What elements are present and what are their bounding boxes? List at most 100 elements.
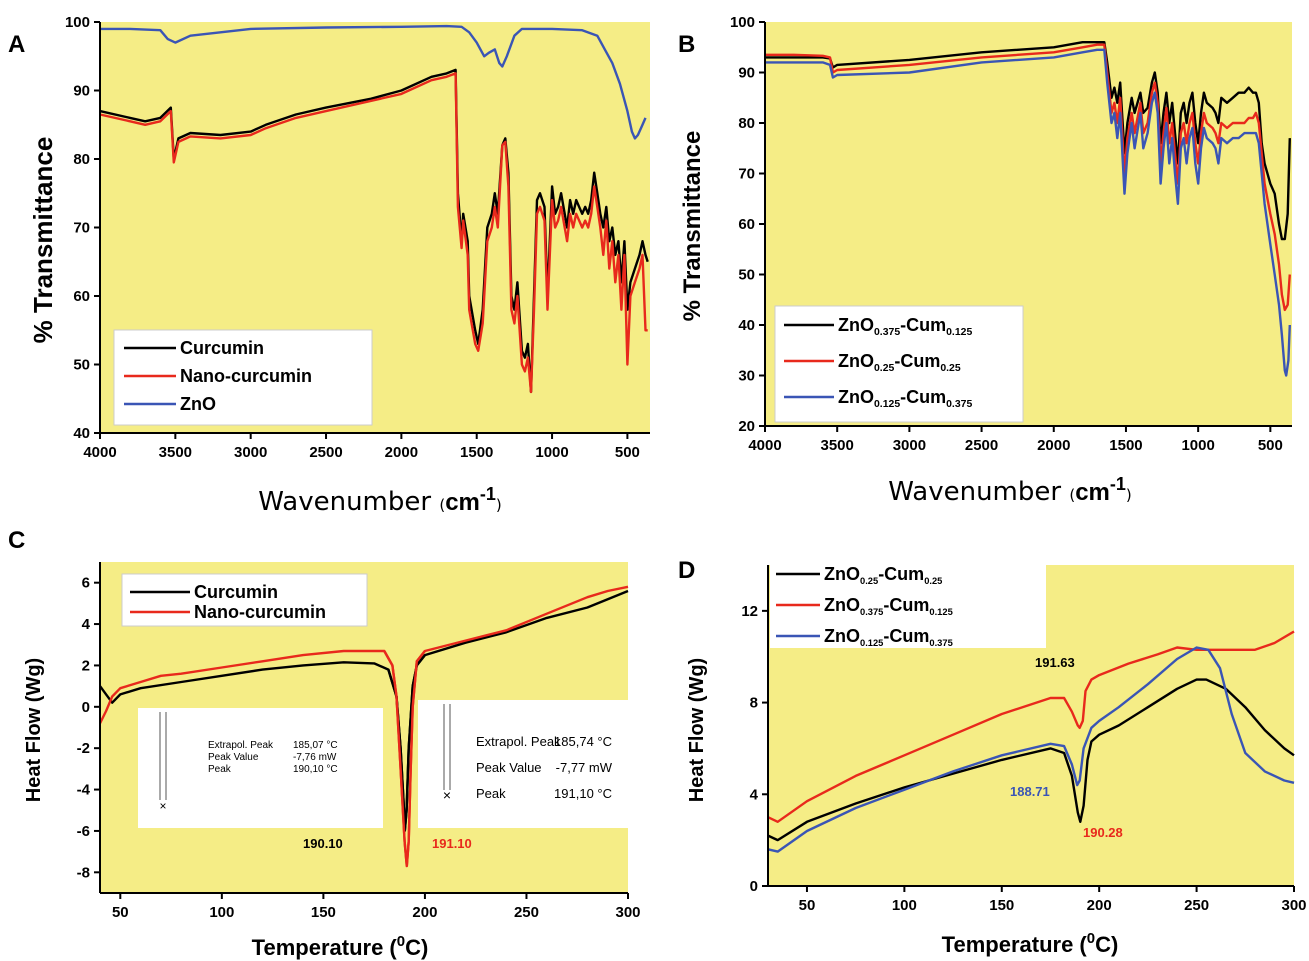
y-tick-label: -6 — [77, 823, 90, 840]
x-axis-label: Wavenumber (cm-1) — [888, 474, 1132, 507]
y-tick-label: 100 — [730, 14, 755, 31]
series-line-a-3 — [100, 24, 647, 140]
series-line-d-1 — [767, 678, 1295, 842]
y-tick-label: 60 — [73, 288, 90, 305]
panel-letter: D — [678, 557, 695, 584]
y-axis-label: Heat Flow (Wg) — [686, 658, 708, 802]
x-tick-label: 100 — [209, 904, 234, 921]
x-tick-label: 50 — [112, 904, 129, 921]
x-tick-label: 50 — [799, 897, 816, 914]
x-tick-label: 3500 — [821, 437, 854, 454]
x-tick-label: 250 — [1184, 897, 1209, 914]
legend-label: ZnO0.125-Cum0.375 — [838, 387, 972, 410]
x-tick-label: 250 — [514, 904, 539, 921]
y-tick-label: 0 — [750, 878, 758, 895]
annotation-peak: 190.28 — [1083, 825, 1123, 840]
x-tick-label: 4000 — [83, 444, 116, 461]
series-line-b-1 — [765, 41, 1291, 241]
y-tick-label: 90 — [73, 83, 90, 100]
x-tick-label: 1000 — [535, 444, 568, 461]
y-tick-label: 60 — [738, 216, 755, 233]
inset-value: 190,10 °C — [293, 764, 338, 775]
inset-peak-curcumin: × Extrapol. Peak 185,07 °C Peak Value -7,76 … — [138, 708, 383, 828]
inset-label: Peak — [208, 764, 232, 775]
legend-label: Curcumin — [194, 582, 278, 602]
inset-curve — [159, 712, 167, 800]
inset-value: 185,07 °C — [293, 740, 338, 751]
x-tick-label: 2000 — [385, 444, 418, 461]
x-tick-label: 3500 — [159, 444, 192, 461]
x-tick-label: 1500 — [1109, 437, 1142, 454]
annotation-peak: 190.10 — [303, 836, 343, 851]
inset-box — [418, 700, 630, 828]
y-tick-label: 90 — [738, 65, 755, 82]
inset-label: Extrapol. Peak — [208, 740, 274, 751]
y-tick-label: -8 — [77, 864, 90, 881]
x-tick-label: 200 — [1087, 897, 1112, 914]
x-tick-label: 200 — [412, 904, 437, 921]
panel-b: 4000 3500 3000 2500 2000 1500 1000 500 20 30 40 50 6… — [678, 14, 1292, 507]
panel-letter: A — [8, 31, 25, 58]
x-tick-label: 3000 — [234, 444, 267, 461]
series-line-d-3 — [767, 646, 1295, 853]
x-tick-label: 2500 — [309, 444, 342, 461]
inset-label: Peak Value — [208, 752, 259, 763]
annotation-peak: 188.71 — [1010, 784, 1050, 799]
y-tick-label: 50 — [73, 357, 90, 374]
y-tick-label: 40 — [738, 317, 755, 334]
y-tick-label: 4 — [82, 616, 91, 633]
series-line-b-2 — [765, 43, 1291, 312]
panel-a: 4000 3500 3000 2500 2000 1500 1000 500 40 50 60 70 8… — [8, 14, 650, 517]
series-line-a-1 — [99, 68, 649, 394]
x-axis-label: Temperature (0C) — [252, 933, 429, 960]
inset-value: 185,74 °C — [554, 734, 612, 749]
y-tick-label: 80 — [73, 151, 90, 168]
y-axis-label: % Transmittance — [28, 137, 58, 344]
y-tick-label: 4 — [750, 786, 759, 803]
y-tick-label: -2 — [77, 740, 90, 757]
y-axis-label: Heat Flow (Wg) — [23, 658, 45, 802]
inset-marker: × — [159, 799, 166, 813]
legend-box — [113, 329, 373, 426]
y-tick-label: 8 — [750, 695, 758, 712]
legend-label: Curcumin — [180, 338, 264, 358]
series-line-d-2 — [767, 630, 1295, 823]
panel-c: 50 100 150 200 250 300 -8 -6 -4 -2 0 2 4 6 C Heat Flow … — [8, 527, 641, 960]
y-tick-label: 20 — [738, 418, 755, 435]
legend-label: ZnO — [180, 394, 216, 414]
y-tick-label: 50 — [738, 267, 755, 284]
x-tick-label: 2500 — [965, 437, 998, 454]
inset-label: Extrapol. Peak — [476, 734, 561, 749]
legend-label: ZnO0.125-Cum0.375 — [824, 626, 953, 648]
inset-label: Peak Value — [476, 760, 542, 775]
series-line-b-3 — [765, 48, 1291, 377]
y-tick-label: 12 — [741, 603, 758, 620]
x-tick-label: 100 — [892, 897, 917, 914]
y-tick-label: 30 — [738, 368, 755, 385]
legend-label: Nano-curcumin — [180, 366, 312, 386]
x-tick-label: 300 — [615, 904, 640, 921]
x-axis-label: Temperature (0C) — [942, 930, 1119, 957]
y-tick-label: 70 — [73, 220, 90, 237]
annotation-peak: 191.10 — [432, 836, 472, 851]
inset-curve — [443, 704, 451, 790]
x-tick-label: 1000 — [1181, 437, 1214, 454]
legend-label: ZnO0.375-Cum0.125 — [838, 315, 972, 338]
y-tick-label: 2 — [82, 657, 90, 674]
x-tick-label: 3000 — [893, 437, 926, 454]
legend-label: ZnO0.25-Cum0.25 — [838, 351, 961, 374]
x-axis-label: Wavenumber (cm-1) — [258, 484, 502, 517]
x-tick-label: 150 — [989, 897, 1014, 914]
y-tick-label: 100 — [65, 14, 90, 31]
annotation-peak: 191.63 — [1035, 655, 1075, 670]
legend-label: ZnO0.25-Cum0.25 — [824, 564, 942, 586]
inset-value: -7,77 mW — [556, 760, 613, 775]
y-tick-label: 40 — [73, 425, 90, 442]
legend-label: ZnO0.375-Cum0.125 — [824, 595, 953, 617]
legend-label: Nano-curcumin — [194, 602, 326, 622]
y-tick-label: 70 — [738, 166, 755, 183]
y-tick-label: -4 — [77, 782, 91, 799]
inset-box — [138, 708, 383, 828]
